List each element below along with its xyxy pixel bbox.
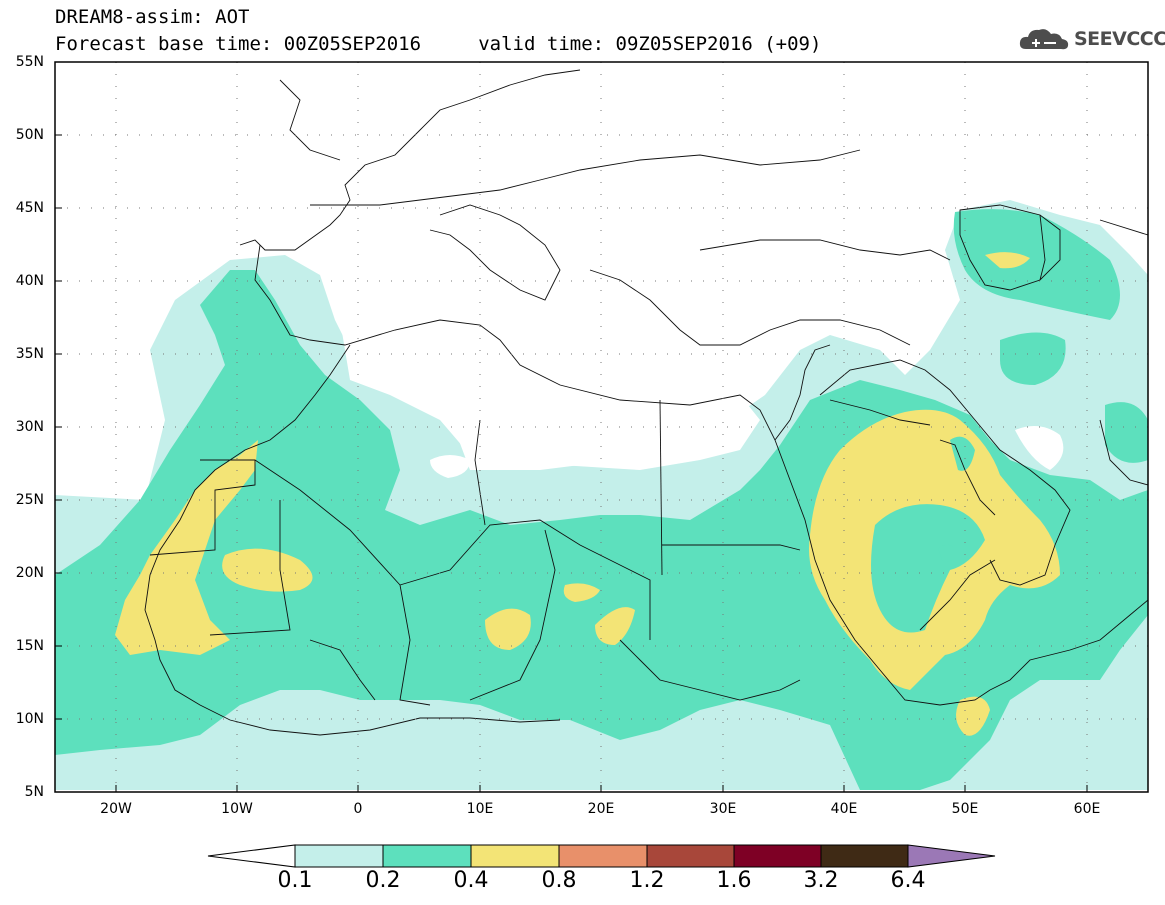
lat-label: 5N	[24, 784, 44, 800]
lat-label: 35N	[15, 346, 44, 362]
lat-label: 25N	[15, 492, 44, 508]
colorbar-label: 0.8	[541, 868, 577, 893]
axis-ticks	[55, 134, 1088, 792]
colorbar	[207, 844, 996, 868]
colorbar-segment-4	[558, 844, 648, 868]
coastlines-and-borders	[144, 69, 1148, 736]
lon-label: 60E	[1073, 801, 1101, 817]
colorbar-label: 0.1	[277, 868, 313, 893]
lon-label: 30E	[709, 801, 737, 817]
map-frame	[54, 61, 1149, 793]
map-title: DREAM8-assim: AOT	[55, 6, 250, 28]
lon-label: 10E	[466, 801, 494, 817]
lon-label: 10W	[221, 801, 253, 817]
colorbar-segment-2	[382, 844, 472, 868]
colorbar-label: 1.6	[716, 868, 752, 893]
colorbar-segment-1	[294, 844, 384, 868]
lat-label: 50N	[15, 127, 44, 143]
colorbar-segment-7	[820, 844, 909, 868]
lat-label: 20N	[15, 565, 44, 581]
lat-label: 40N	[15, 273, 44, 289]
lon-label: 0	[353, 801, 363, 817]
lat-label: 10N	[15, 711, 44, 727]
colorbar-segment-3	[470, 844, 560, 868]
lon-label: 50E	[951, 801, 979, 817]
colorbar-label: 1.2	[629, 868, 665, 893]
lon-label: 40E	[830, 801, 858, 817]
colorbar-segment-below	[207, 844, 296, 868]
lon-label: 20W	[100, 801, 132, 817]
seevccc-logo: SEEVCCC	[1018, 24, 1165, 54]
lat-label: 45N	[15, 200, 44, 216]
lat-label: 55N	[15, 54, 44, 70]
colorbar-segment-6	[733, 844, 822, 868]
colorbar-segment-5	[646, 844, 735, 868]
lon-label: 20E	[587, 801, 615, 817]
brand-name: SEEVCCC	[1074, 28, 1165, 50]
colorbar-label: 0.4	[453, 868, 489, 893]
lat-label: 30N	[15, 419, 44, 435]
aot-clean-air	[340, 320, 1064, 478]
colorbar-label: 0.2	[365, 868, 401, 893]
cloud-logo-icon	[1019, 29, 1069, 50]
colorbar-segment-above	[907, 844, 996, 868]
lat-label: 15N	[15, 638, 44, 654]
aot-level-0-2-holes	[871, 436, 985, 633]
colorbar-label: 3.2	[803, 868, 839, 893]
colorbar-label: 6.4	[890, 868, 926, 893]
forecast-time-line: Forecast base time: 00Z05SEP2016 valid t…	[55, 33, 822, 55]
